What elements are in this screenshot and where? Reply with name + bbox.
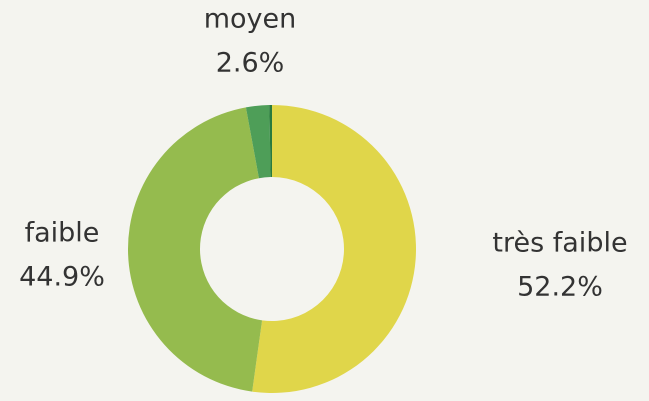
slice-value-label: 44.9% <box>19 262 105 293</box>
donut-slice <box>269 105 272 178</box>
slice-label: faible <box>25 218 100 249</box>
slice-label: moyen <box>204 4 297 35</box>
slice-label: très faible <box>492 228 627 259</box>
donut-slice <box>128 107 263 392</box>
donut-slice <box>245 105 271 179</box>
donut-slice <box>252 105 417 394</box>
slice-value-label: 2.6% <box>216 48 285 79</box>
slice-value-label: 52.2% <box>517 272 603 303</box>
